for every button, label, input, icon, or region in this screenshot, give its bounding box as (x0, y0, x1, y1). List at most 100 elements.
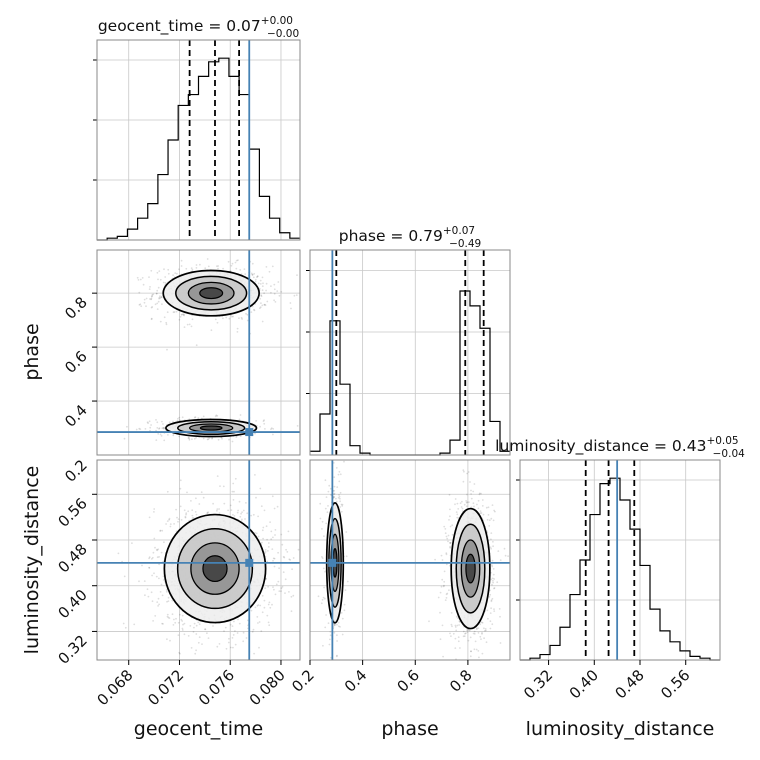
sample-point (271, 603, 273, 606)
sample-point (259, 487, 262, 490)
sample-point (319, 502, 322, 505)
sample-point (285, 548, 287, 551)
sample-point (183, 633, 186, 636)
y-axis-label-luminosity-distance: luminosity_distance (21, 466, 43, 655)
sample-point (122, 622, 125, 625)
sample-point (437, 596, 440, 599)
sample-point (469, 481, 471, 483)
sample-point (333, 624, 336, 626)
sample-point (477, 632, 480, 634)
sample-point (235, 267, 238, 270)
sample-point (324, 479, 327, 482)
sample-point (281, 586, 284, 588)
sample-point (244, 518, 246, 520)
sample-point (321, 557, 324, 559)
sample-point (265, 525, 268, 528)
sample-point (152, 293, 155, 296)
sample-point (481, 652, 484, 655)
sample-point (182, 623, 184, 626)
sample-point (216, 645, 219, 648)
sample-point (484, 628, 487, 630)
sample-point (187, 510, 190, 513)
sample-point (324, 507, 327, 510)
sample-point (180, 265, 183, 267)
sample-point (480, 492, 482, 495)
sample-point (267, 603, 270, 606)
sample-point (147, 595, 150, 598)
sample-point (341, 503, 344, 506)
sample-point (187, 436, 190, 439)
sample-point (319, 517, 322, 520)
sample-point (273, 565, 276, 568)
sample-point (491, 583, 493, 586)
sample-point (204, 628, 207, 631)
sample-point (450, 635, 452, 637)
x-tick-label-geocent_time-0: 0.068 (93, 666, 136, 709)
sample-point (207, 511, 210, 514)
sample-point (195, 264, 198, 266)
sample-point (443, 584, 445, 587)
sample-point (216, 321, 219, 324)
sample-point (277, 281, 280, 283)
sample-point (229, 646, 232, 649)
sample-point (164, 276, 167, 278)
sample-point (267, 621, 270, 624)
sample-point (177, 520, 179, 523)
sample-point (270, 285, 272, 287)
sample-point (218, 512, 221, 514)
sample-point (472, 632, 475, 635)
sample-point (222, 267, 225, 270)
sample-point (148, 566, 151, 569)
sample-point (263, 292, 265, 295)
sample-point (167, 268, 170, 271)
sample-point (171, 613, 174, 616)
sample-point (189, 625, 192, 627)
sample-point (329, 487, 332, 490)
sample-point (492, 519, 495, 522)
sample-point (157, 286, 160, 289)
sample-point (214, 318, 217, 321)
sample-point (477, 499, 480, 502)
sample-point (195, 344, 198, 347)
sample-point (258, 646, 260, 649)
sample-point (156, 289, 159, 292)
sample-point (190, 500, 192, 502)
sample-point (152, 551, 155, 554)
sample-point (291, 568, 293, 571)
title-minus: −0.04 (713, 448, 745, 460)
sample-point (252, 276, 255, 279)
sample-point (449, 542, 451, 544)
sample-point (448, 519, 450, 521)
sample-point (161, 622, 164, 625)
sample-point (219, 485, 221, 487)
sample-point (265, 578, 268, 580)
sample-point (336, 486, 339, 488)
sample-point (179, 487, 182, 490)
sample-point (150, 269, 153, 272)
sample-point (200, 491, 203, 494)
sample-point (156, 427, 159, 429)
sample-point (138, 291, 141, 294)
sample-point (239, 435, 242, 438)
sample-point (191, 318, 194, 321)
sample-point (153, 572, 155, 575)
sample-point (177, 417, 179, 420)
sample-point (486, 518, 489, 521)
sample-point (263, 422, 266, 425)
sample-point (260, 505, 263, 508)
hist-panel-luminosity_distance (516, 459, 721, 661)
sample-point (187, 635, 190, 637)
sample-point (148, 567, 151, 569)
sample-point (198, 623, 201, 626)
sample-point (156, 601, 159, 603)
sample-point (337, 473, 340, 476)
sample-point (272, 559, 274, 562)
sample-point (483, 637, 485, 640)
sample-point (194, 416, 197, 418)
sample-point (262, 526, 265, 529)
x-tick-label-geocent_time-1: 0.072 (144, 666, 187, 709)
sample-point (158, 428, 160, 430)
sample-point (163, 316, 166, 319)
sample-point (150, 297, 153, 300)
contour-level-3 (199, 425, 223, 431)
